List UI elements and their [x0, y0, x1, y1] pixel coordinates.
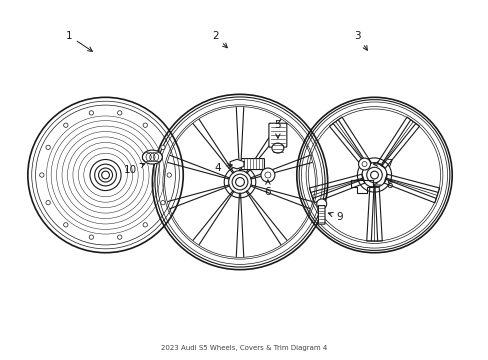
Ellipse shape	[142, 150, 162, 164]
Circle shape	[358, 158, 370, 170]
Text: 1: 1	[65, 31, 92, 51]
Text: 7: 7	[373, 159, 392, 169]
Text: 2023 Audi S5 Wheels, Covers & Trim Diagram 4: 2023 Audi S5 Wheels, Covers & Trim Diagr…	[161, 345, 326, 351]
Text: 6: 6	[264, 180, 271, 197]
Text: 8: 8	[373, 180, 392, 190]
Circle shape	[261, 168, 274, 182]
Circle shape	[264, 172, 270, 178]
Circle shape	[63, 123, 68, 127]
Circle shape	[143, 123, 147, 127]
Circle shape	[89, 235, 93, 239]
Text: 9: 9	[327, 212, 342, 222]
Circle shape	[143, 222, 147, 227]
Circle shape	[167, 173, 171, 177]
Text: 2: 2	[211, 31, 227, 48]
Text: 3: 3	[353, 31, 366, 50]
Circle shape	[161, 201, 165, 205]
FancyBboxPatch shape	[268, 123, 286, 147]
Text: 5: 5	[274, 120, 281, 138]
Circle shape	[40, 173, 44, 177]
Circle shape	[46, 201, 50, 205]
Circle shape	[316, 199, 326, 209]
Circle shape	[63, 222, 68, 227]
Ellipse shape	[271, 143, 283, 153]
FancyBboxPatch shape	[241, 159, 264, 170]
FancyBboxPatch shape	[318, 206, 325, 224]
Circle shape	[361, 162, 366, 167]
Circle shape	[46, 145, 50, 149]
Polygon shape	[230, 159, 244, 169]
Text: 10: 10	[123, 163, 144, 175]
Circle shape	[89, 111, 93, 115]
Circle shape	[117, 235, 122, 239]
Text: 4: 4	[214, 163, 232, 173]
Circle shape	[161, 145, 165, 149]
Circle shape	[117, 111, 122, 115]
